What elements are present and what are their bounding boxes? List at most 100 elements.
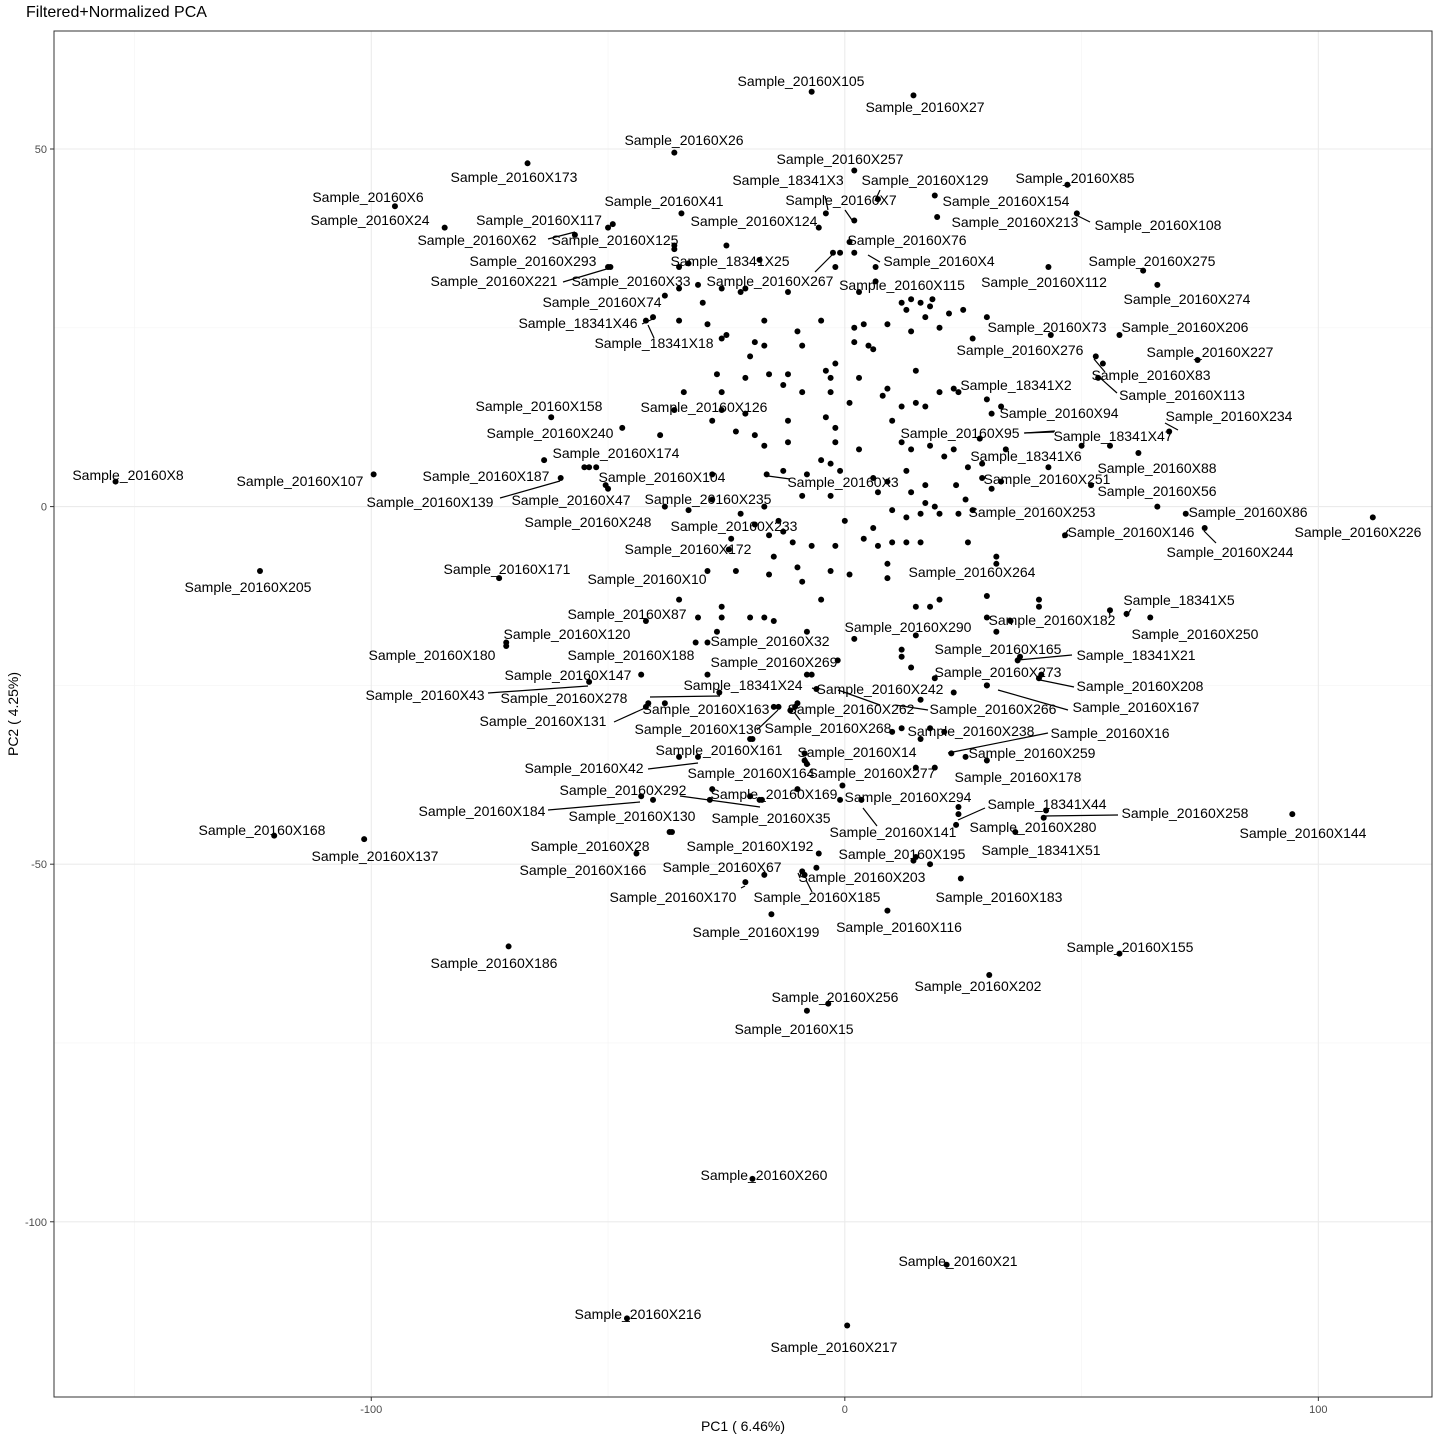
sample-point bbox=[732, 567, 739, 574]
sample-point bbox=[931, 503, 938, 510]
sample-label: Sample_20160X168 bbox=[199, 822, 326, 838]
sample-point bbox=[884, 560, 891, 567]
sample-point bbox=[799, 342, 806, 349]
sample-point bbox=[953, 482, 960, 489]
sample-point bbox=[799, 389, 806, 396]
sample-point bbox=[851, 217, 858, 224]
sample-point bbox=[832, 439, 839, 446]
sample-label: Sample_20160X171 bbox=[444, 561, 571, 577]
sample-point bbox=[761, 871, 768, 878]
label-leader-line bbox=[862, 807, 878, 827]
sample-label: Sample_20160X260 bbox=[701, 1167, 828, 1183]
sample-point bbox=[818, 317, 825, 324]
label-leader-line bbox=[894, 704, 929, 711]
sample-label: Sample_20160X227 bbox=[1147, 344, 1274, 360]
sample-label: Sample_18341X25 bbox=[670, 253, 789, 269]
sample-point bbox=[964, 539, 971, 546]
sample-point bbox=[676, 285, 683, 292]
sample-point bbox=[822, 414, 829, 421]
sample-label: Sample_20160X4 bbox=[883, 253, 995, 269]
sample-point bbox=[1194, 356, 1201, 363]
y-axis-title: PC2 ( 4.25%) bbox=[5, 672, 21, 756]
sample-point bbox=[936, 324, 943, 331]
label-leader-line bbox=[499, 480, 561, 499]
sample-point bbox=[581, 464, 588, 471]
sample-point bbox=[808, 671, 815, 678]
sample-label: Sample_20160X264 bbox=[909, 564, 1036, 580]
sample-point bbox=[912, 632, 919, 639]
sample-point bbox=[936, 510, 943, 517]
label-leader-line bbox=[867, 254, 881, 263]
sample-point bbox=[827, 374, 834, 381]
sample-label: Sample_20160X242 bbox=[817, 681, 944, 697]
sample-point bbox=[988, 410, 995, 417]
sample-point bbox=[922, 403, 929, 410]
sample-point bbox=[794, 328, 801, 335]
sample-label: Sample_18341X3 bbox=[732, 172, 844, 188]
sample-point bbox=[548, 414, 555, 421]
sample-point bbox=[633, 850, 640, 857]
sample-point bbox=[751, 432, 758, 439]
sample-point bbox=[903, 514, 910, 521]
sample-point bbox=[505, 943, 512, 950]
sample-point bbox=[950, 385, 957, 392]
sample-point bbox=[964, 464, 971, 471]
sample-label: Sample_20160X280 bbox=[970, 819, 1097, 835]
sample-point bbox=[908, 664, 915, 671]
sample-point bbox=[1045, 264, 1052, 271]
chart-title: Filtered+Normalized PCA bbox=[26, 4, 207, 21]
sample-label: Sample_20160X158 bbox=[476, 398, 603, 414]
sample-point bbox=[709, 496, 716, 503]
sample-point bbox=[979, 460, 986, 467]
sample-label: Sample_20160X137 bbox=[312, 848, 439, 864]
sample-label: Sample_20160X248 bbox=[525, 514, 652, 530]
sample-point bbox=[602, 482, 609, 489]
sample-point bbox=[1154, 503, 1161, 510]
sample-point bbox=[609, 221, 616, 228]
sample-point bbox=[860, 321, 867, 328]
label-leader-line bbox=[679, 795, 761, 808]
sample-point bbox=[803, 628, 810, 635]
sample-point bbox=[983, 614, 990, 621]
sample-point bbox=[799, 578, 806, 585]
sample-point bbox=[884, 575, 891, 582]
sample-point bbox=[1116, 950, 1123, 957]
sample-point bbox=[775, 703, 782, 710]
sample-label: Sample_20160X294 bbox=[845, 789, 972, 805]
sample-point bbox=[879, 392, 886, 399]
sample-point bbox=[747, 353, 754, 360]
sample-label: Sample_20160X213 bbox=[952, 214, 1079, 230]
sample-point bbox=[832, 360, 839, 367]
sample-label: Sample_20160X83 bbox=[1091, 367, 1210, 383]
sample-point bbox=[976, 435, 983, 442]
sample-point bbox=[969, 507, 976, 514]
sample-point bbox=[818, 457, 825, 464]
sample-point bbox=[889, 728, 896, 735]
sample-label: Sample_20160X163 bbox=[643, 701, 770, 717]
sample-label: Sample_20160X169 bbox=[711, 786, 838, 802]
sample-point bbox=[929, 296, 936, 303]
sample-point bbox=[709, 417, 716, 424]
sample-label: Sample_20160X251 bbox=[984, 471, 1111, 487]
sample-point bbox=[931, 764, 938, 771]
sample-point bbox=[927, 861, 934, 868]
sample-point bbox=[832, 542, 839, 549]
sample-point bbox=[917, 696, 924, 703]
sample-label: Sample_20160X250 bbox=[1132, 626, 1259, 642]
sample-point bbox=[1045, 464, 1052, 471]
sample-point bbox=[661, 503, 668, 510]
sample-point bbox=[680, 389, 687, 396]
sample-point bbox=[834, 657, 841, 664]
sample-label: Sample_20160X221 bbox=[431, 273, 558, 289]
sample-point bbox=[870, 346, 877, 353]
sample-point bbox=[1062, 532, 1069, 539]
sample-label: Sample_20160X33 bbox=[571, 273, 690, 289]
sample-point bbox=[586, 464, 593, 471]
sample-label: Sample_20160X184 bbox=[419, 803, 546, 819]
sample-label: Sample_20160X112 bbox=[981, 274, 1107, 290]
sample-point bbox=[815, 850, 822, 857]
sample-label: Sample_20160X32 bbox=[710, 633, 829, 649]
sample-label: Sample_20160X275 bbox=[1089, 253, 1216, 269]
y-tick-label: -100 bbox=[25, 1217, 47, 1229]
sample-label: Sample_20160X6 bbox=[312, 189, 424, 205]
